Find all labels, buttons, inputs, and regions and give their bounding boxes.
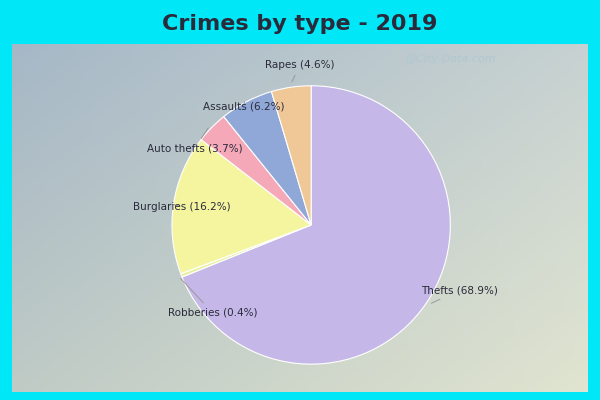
Text: Robberies (0.4%): Robberies (0.4%) — [168, 278, 257, 318]
Wedge shape — [182, 86, 451, 364]
Wedge shape — [181, 225, 311, 277]
Wedge shape — [224, 92, 311, 225]
Text: Assaults (6.2%): Assaults (6.2%) — [203, 102, 284, 112]
Wedge shape — [271, 86, 311, 225]
Text: Rapes (4.6%): Rapes (4.6%) — [265, 60, 335, 82]
Text: @City-Data.com: @City-Data.com — [406, 54, 496, 64]
Text: Burglaries (16.2%): Burglaries (16.2%) — [133, 202, 230, 212]
Text: Crimes by type - 2019: Crimes by type - 2019 — [163, 14, 437, 34]
Wedge shape — [201, 116, 311, 225]
Text: Auto thefts (3.7%): Auto thefts (3.7%) — [147, 128, 242, 153]
Text: Thefts (68.9%): Thefts (68.9%) — [421, 285, 498, 303]
Wedge shape — [172, 140, 311, 274]
